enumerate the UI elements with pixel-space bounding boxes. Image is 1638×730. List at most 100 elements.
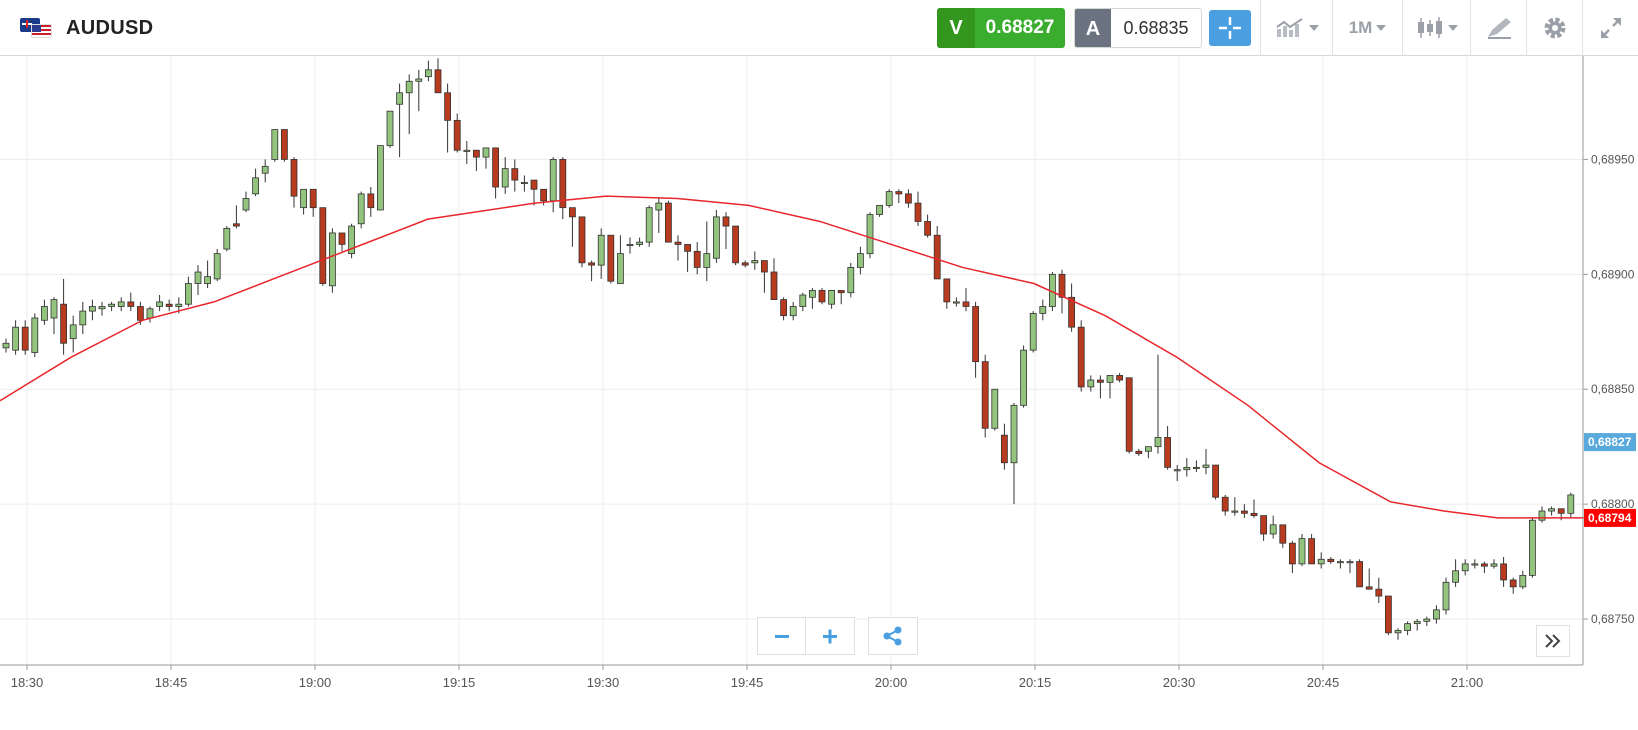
x-tick-label: 20:30 (1163, 675, 1196, 690)
candle-down (290, 157, 298, 208)
candle-up (1423, 616, 1431, 626)
fullscreen-button[interactable] (1582, 0, 1638, 56)
settings-button[interactable] (1526, 0, 1582, 56)
candle-up (223, 226, 231, 252)
candle-down (1058, 269, 1066, 314)
share-button[interactable] (868, 617, 918, 655)
candle-up (1231, 497, 1239, 516)
candle-up (1202, 448, 1210, 475)
candle-down (530, 179, 538, 206)
candle-up (31, 313, 39, 358)
candle-up (1413, 619, 1421, 631)
candle-up (41, 299, 48, 325)
candle-up (885, 189, 893, 208)
candle-down (818, 288, 826, 305)
candle-up (156, 295, 164, 312)
candle-type-dropdown[interactable] (1402, 0, 1470, 56)
chevron-down-icon (1308, 25, 1319, 31)
fullscreen-icon (1600, 18, 1621, 38)
candle-up (713, 209, 720, 263)
candle-up (328, 228, 336, 293)
candle-down (1289, 540, 1296, 574)
x-tick-label: 18:30 (11, 675, 44, 690)
axes: 0,68750 0,68800 0,68850 0,68900 0,68950 18:30… (0, 56, 1636, 690)
zoom-out-button[interactable] (757, 617, 806, 655)
crosshair-icon (1219, 17, 1241, 39)
candle-up (1145, 446, 1152, 459)
candle-down (895, 189, 903, 204)
candlestick-icon (1417, 17, 1442, 38)
timeframe-dropdown[interactable]: 1M (1332, 0, 1402, 56)
instrument-selector[interactable]: AUDUSD (20, 14, 153, 42)
candle-up (117, 297, 125, 312)
x-tick-label: 18:45 (155, 675, 188, 690)
zoom-in-button[interactable] (806, 617, 855, 655)
candle-up (1337, 559, 1344, 569)
candle-down (1356, 559, 1363, 588)
candle-up (703, 221, 711, 282)
candle-down (21, 320, 29, 355)
candle-up (1020, 345, 1027, 408)
candle-up (1317, 552, 1325, 569)
buy-label: A (1075, 9, 1111, 47)
candle-down (578, 216, 586, 268)
x-tick-label: 19:30 (587, 675, 620, 690)
ma-badge: 0,68794 (1584, 508, 1636, 527)
candle-up (809, 288, 816, 309)
candle-down (1221, 494, 1229, 516)
last-price-badge: 0,68827 (1584, 433, 1636, 452)
candle-down (732, 225, 739, 266)
candle-up (597, 228, 605, 279)
buy-button[interactable]: A 0.68835 (1074, 8, 1202, 48)
candle-up (789, 301, 797, 321)
candle-down (780, 297, 787, 321)
chevron-down-icon (1447, 25, 1458, 31)
instrument-name: AUDUSD (66, 16, 154, 39)
candle-up (300, 188, 308, 215)
x-tick-label: 19:00 (299, 675, 332, 690)
minus-icon (774, 635, 789, 638)
chart-type-button[interactable] (1260, 0, 1332, 56)
x-tick-label: 20:00 (875, 675, 908, 690)
candle-down (588, 260, 595, 282)
candle-up (645, 205, 653, 247)
candle-up (501, 157, 509, 194)
y-tick-label: 0,68750 (1591, 612, 1635, 626)
candle-up (1039, 299, 1047, 321)
candle-up (194, 265, 202, 296)
candle-down (1327, 556, 1335, 564)
candle-up (463, 141, 471, 165)
candle-up (2, 338, 10, 353)
scroll-to-latest-button[interactable] (1536, 625, 1570, 657)
candle-down (165, 299, 173, 312)
crosshair-button[interactable] (1209, 10, 1251, 46)
candle-up (1490, 559, 1498, 569)
price-chart[interactable]: 0,68750 0,68800 0,68850 0,68900 0,68950 18:30… (0, 56, 1638, 730)
candle-up (1010, 403, 1018, 505)
x-tick-label: 19:15 (443, 675, 476, 690)
candle-down (981, 354, 989, 438)
candle-up (1298, 534, 1306, 567)
sell-button[interactable]: V 0.68827 (937, 8, 1065, 48)
candle-up (12, 320, 20, 355)
candle-up (1269, 515, 1277, 539)
candle-down (1135, 448, 1143, 456)
candle-down (1365, 568, 1373, 590)
candle-down (453, 113, 461, 153)
candle-up (261, 159, 269, 183)
candle-down (1001, 423, 1008, 470)
candle-up (1404, 621, 1411, 636)
candle-up (242, 191, 250, 213)
candle-down (1241, 504, 1248, 518)
ma-line (0, 195, 1587, 519)
candle-up (549, 157, 557, 213)
candle-down (1164, 425, 1171, 470)
gear-icon (1544, 17, 1565, 39)
candle-down (972, 301, 979, 378)
candle-up (1452, 559, 1459, 587)
candle-down (1385, 595, 1392, 636)
candle-up (405, 74, 413, 135)
drawing-tools-button[interactable] (1470, 0, 1526, 56)
chart-svg[interactable]: 0,68750 0,68800 0,68850 0,68900 0,68950 18:30… (0, 56, 1638, 730)
grid (0, 56, 1583, 665)
